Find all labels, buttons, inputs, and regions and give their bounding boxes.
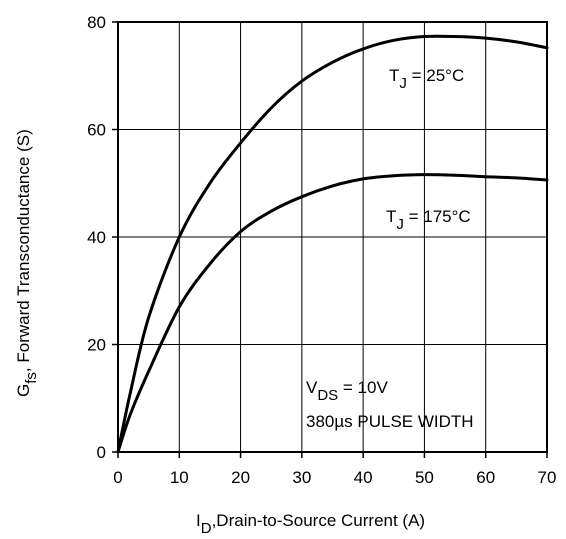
y-axis-title: Gfs, Forward Transconductance (S) [14,129,40,397]
curve-tj-175 [116,173,549,454]
data-curves [116,34,549,454]
x-tick-label-3: 30 [292,468,311,487]
x-tick-label-2: 20 [231,468,250,487]
label-tj-25: TJ = 25°C [389,66,464,92]
label-pulse-width: 380µs PULSE WIDTH [306,412,474,431]
x-axis-title: ID,Drain-to-Source Current (A) [196,511,425,537]
x-tick-label-4: 40 [354,468,373,487]
x-tick-label-1: 10 [170,468,189,487]
y-tick-label-1: 20 [87,336,106,355]
axis-ticks: 0 10 20 30 40 50 60 70 0 20 40 60 80 [87,13,556,487]
label-vds: VDS = 10V [306,378,388,404]
x-tick-label-6: 60 [476,468,495,487]
y-tick-label-3: 60 [87,121,106,140]
y-tick-label-0: 0 [97,443,106,462]
x-tick-label-5: 50 [415,468,434,487]
x-tick-label-7: 70 [538,468,557,487]
y-tick-label-4: 80 [87,13,106,32]
y-tick-label-2: 40 [87,228,106,247]
label-tj-175: TJ = 175°C [386,207,471,233]
curve-tj-25 [116,34,549,454]
x-tick-label-0: 0 [113,468,122,487]
